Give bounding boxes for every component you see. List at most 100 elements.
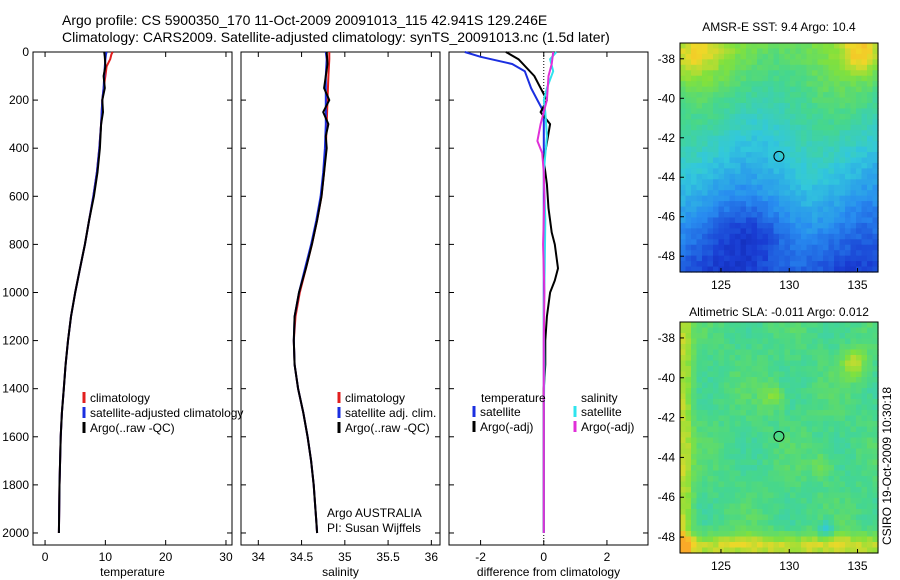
heatmap-cell: [773, 261, 780, 268]
heatmap-cell: [707, 338, 714, 345]
heatmap-cell: [839, 201, 846, 208]
heatmap-cell: [861, 206, 868, 213]
heatmap-cell: [702, 179, 709, 186]
heatmap-cell: [680, 333, 687, 340]
heatmap-cell: [795, 135, 802, 142]
heatmap-cell: [702, 542, 709, 549]
heatmap-cell: [735, 70, 742, 77]
heatmap-cell: [751, 410, 758, 417]
heatmap-cell: [707, 470, 714, 477]
heatmap-cell: [779, 92, 786, 99]
heatmap-cell: [790, 222, 797, 229]
heatmap-cell: [856, 168, 863, 175]
heatmap-cell: [751, 470, 758, 477]
heatmap-cell: [779, 399, 786, 406]
heatmap-cell: [685, 344, 692, 351]
heatmap-cell: [729, 327, 736, 334]
heatmap-cell: [757, 97, 764, 104]
heatmap-cell: [713, 333, 720, 340]
heatmap-cell: [729, 43, 736, 50]
heatmap-cell: [762, 102, 769, 110]
heatmap-cell: [746, 195, 753, 202]
heatmap-cell: [861, 233, 868, 240]
heatmap-cell: [850, 255, 857, 262]
heatmap-cell: [845, 102, 852, 110]
heatmap-cell: [856, 327, 863, 334]
heatmap-cell: [856, 399, 863, 406]
heatmap-cell: [784, 212, 791, 219]
heatmap-cell: [779, 130, 786, 137]
heatmap-cell: [839, 536, 846, 543]
heatmap-cell: [823, 547, 830, 554]
profile-panel-1: 0 10 20 30020040060080010001200140016001800…: [2, 45, 233, 579]
heatmap-cell: [707, 514, 714, 521]
heatmap-cell: [751, 536, 758, 543]
heatmap-cell: [823, 119, 830, 126]
heatmap-cell: [735, 338, 742, 345]
y-tick-label: 2000: [2, 526, 29, 540]
heatmap-cell: [762, 443, 769, 450]
heatmap-cell: [784, 382, 791, 389]
heatmap-cell: [867, 536, 874, 543]
y-tick-label: -46: [658, 210, 676, 224]
heatmap-cell: [828, 43, 835, 50]
heatmap-cell: [823, 108, 830, 115]
heatmap-cell: [801, 261, 808, 268]
heatmap-cell: [795, 421, 802, 428]
heatmap-cell: [806, 355, 813, 362]
heatmap-cell: [812, 509, 819, 516]
heatmap-cell: [872, 190, 879, 197]
heatmap-cell: [724, 542, 731, 549]
heatmap-cell: [718, 377, 725, 384]
heatmap-cell: [828, 228, 835, 235]
heatmap-cell: [696, 465, 703, 472]
heatmap-cell: [801, 322, 808, 329]
heatmap-cell: [702, 327, 709, 334]
heatmap-cell: [724, 239, 731, 246]
heatmap-cell: [823, 239, 830, 246]
heatmap-cell: [713, 371, 720, 378]
heatmap-cell: [696, 168, 703, 175]
heatmap-cell: [762, 481, 769, 488]
heatmap-cell: [729, 476, 736, 483]
heatmap-cell: [845, 366, 852, 373]
heatmap-cell: [839, 366, 846, 373]
heatmap-cell: [718, 81, 725, 88]
heatmap-cell: [823, 432, 830, 439]
heatmap-cell: [746, 382, 753, 389]
heatmap-cell: [817, 459, 824, 466]
heatmap-cell: [702, 102, 709, 110]
y-tick-label: 0: [22, 45, 29, 59]
heatmap-cell: [795, 81, 802, 88]
heatmap-cell: [867, 162, 874, 169]
heatmap-cell: [790, 382, 797, 389]
heatmap-cell: [784, 168, 791, 175]
heatmap-cell: [839, 514, 846, 521]
heatmap-cell: [713, 206, 720, 213]
heatmap-cell: [795, 250, 802, 257]
heatmap-cell: [735, 195, 742, 202]
heatmap-cell: [867, 322, 874, 329]
heatmap-cell: [768, 432, 775, 439]
heatmap-cell: [702, 173, 709, 180]
heatmap-cell: [861, 421, 868, 428]
heatmap-cell: [839, 255, 846, 262]
heatmap-cell: [856, 48, 863, 55]
heatmap-cell: [828, 525, 835, 532]
heatmap-cell: [812, 393, 819, 400]
heatmap-cell: [850, 48, 857, 55]
heatmap-cell: [685, 355, 692, 362]
heatmap-cell: [867, 454, 874, 461]
heatmap-cell: [872, 92, 879, 99]
heatmap-cell: [867, 168, 874, 175]
heatmap-cell: [680, 388, 687, 395]
heatmap-cell: [762, 92, 769, 99]
heatmap-cell: [702, 344, 709, 351]
heatmap-cell: [779, 64, 786, 71]
heatmap-cell: [696, 86, 703, 93]
heatmap-cell: [812, 531, 819, 538]
heatmap-cell: [834, 470, 841, 477]
heatmap-cell: [740, 146, 747, 153]
heatmap-cell: [729, 130, 736, 137]
heatmap-cell: [746, 124, 753, 131]
